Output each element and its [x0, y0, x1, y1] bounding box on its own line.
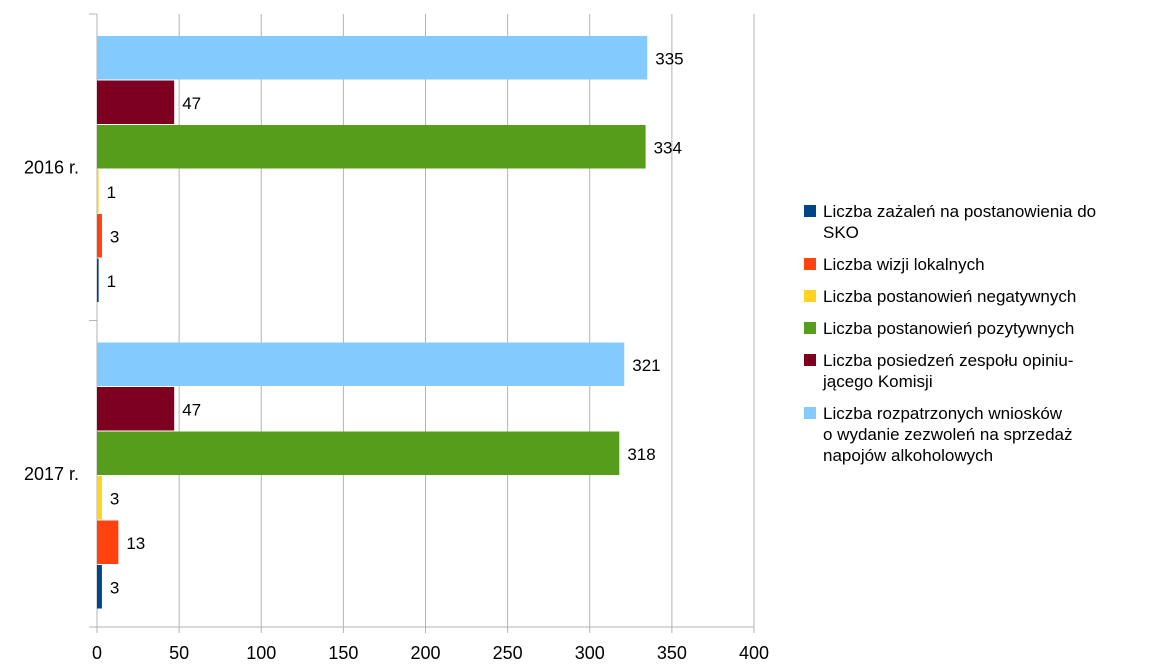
bar [97, 476, 102, 520]
legend-swatch [804, 354, 816, 366]
x-tick-label: 350 [657, 643, 687, 663]
x-tick-label: 300 [575, 643, 605, 663]
axes: 0 50 100 150 200 250 300 350 400 2016 r. 2017 r. [24, 13, 769, 663]
bars [97, 36, 648, 609]
bar [97, 342, 625, 386]
legend-label: napojów alkoholowych [823, 446, 993, 465]
legend: Liczba zażaleń na postanowienia do SKO Lic… [804, 202, 1096, 465]
x-tick-label: 250 [493, 643, 523, 663]
legend-label: Liczba posiedzeń zespołu opiniu- [823, 351, 1073, 370]
x-tick-label: 150 [328, 643, 358, 663]
legend-swatch [804, 258, 816, 270]
data-label: 47 [182, 94, 201, 113]
legend-label: jącego Komisji [822, 372, 933, 391]
legend-swatch [804, 407, 816, 419]
legend-label: Liczba postanowień pozytywnych [823, 319, 1074, 338]
legend-label: o wydanie zezwoleń na sprzedaż [823, 425, 1072, 444]
grid-lines [178, 14, 755, 627]
bar [97, 520, 119, 564]
legend-swatch [804, 205, 816, 217]
x-tick-label: 100 [246, 643, 276, 663]
data-label: 3 [110, 489, 119, 508]
legend-swatch [804, 290, 816, 302]
data-label: 13 [126, 534, 145, 553]
legend-label: Liczba zażaleń na postanowienia do [823, 202, 1096, 221]
legend-label: Liczba postanowień negatywnych [823, 287, 1076, 306]
bar [97, 80, 175, 124]
category-label: 2017 r. [24, 464, 79, 484]
legend-label: Liczba wizji lokalnych [823, 255, 985, 274]
data-label: 318 [627, 445, 655, 464]
data-label: 3 [110, 227, 119, 246]
bar [97, 431, 620, 475]
data-label: 335 [655, 49, 683, 68]
x-tick-label: 0 [92, 643, 102, 663]
legend-label: Liczba rozpatrzonych wniosków [823, 404, 1063, 423]
data-label: 334 [654, 138, 682, 157]
bar [97, 214, 102, 258]
data-label: 1 [107, 183, 116, 202]
bar [97, 387, 175, 431]
bar [97, 565, 102, 609]
legend-label: SKO [823, 223, 859, 242]
bar [97, 169, 99, 213]
x-tick-label: 400 [739, 643, 769, 663]
x-tick-label: 50 [169, 643, 189, 663]
x-tick-label: 200 [410, 643, 440, 663]
data-label: 1 [107, 272, 116, 291]
data-label: 3 [110, 578, 119, 597]
bar [97, 258, 99, 302]
legend-swatch [804, 322, 816, 334]
bar [97, 125, 646, 169]
bar [97, 36, 648, 80]
category-label: 2016 r. [24, 157, 79, 177]
data-label: 321 [632, 356, 660, 375]
data-label: 47 [182, 400, 201, 419]
